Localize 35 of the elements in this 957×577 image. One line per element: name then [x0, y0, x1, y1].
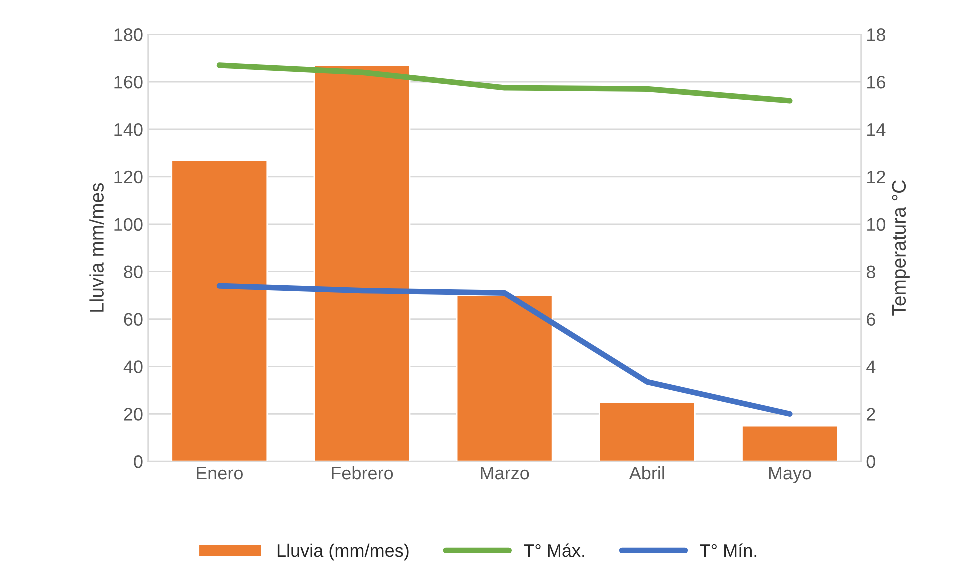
y2-tick-label: 12 — [868, 170, 886, 184]
legend-label: Lluvia (mm/mes) — [278, 544, 409, 561]
y2-tick-label: 8 — [866, 266, 876, 279]
y2-tick-label: 2 — [867, 408, 876, 421]
y-tick-label: 160 — [114, 76, 143, 89]
y2-tick-label: 10 — [868, 218, 886, 232]
y2-tick-label: 0 — [866, 456, 876, 468]
x-tick-label: Abril — [629, 466, 664, 480]
y-tick-label: 100 — [114, 218, 143, 232]
y-tick-label: 80 — [124, 266, 143, 279]
x-tick-label: Mayo — [769, 467, 812, 484]
x-tick-label: Enero — [197, 467, 243, 480]
bar — [171, 160, 268, 462]
y-tick-label: 180 — [114, 28, 143, 42]
bar — [742, 425, 838, 462]
legend-label: T° Mín. — [700, 544, 757, 558]
y2-tick-label: 16 — [868, 76, 886, 89]
x-tick-label: Marzo — [481, 467, 530, 480]
y-tick-label: 140 — [114, 123, 143, 136]
y2-tick-label: 6 — [867, 313, 876, 326]
legend-label: T° Máx. — [524, 544, 584, 558]
y-axis-title: Lluvia mm/mes — [90, 183, 104, 312]
y2-axis-title: Temperatura °C — [892, 180, 910, 316]
y-tick-label: 40 — [124, 360, 143, 374]
y-tick-label: 20 — [124, 408, 143, 421]
y2-tick-label: 18 — [868, 28, 886, 42]
bar — [456, 294, 554, 462]
bar — [598, 402, 696, 462]
y-tick-label: 0 — [134, 456, 143, 468]
y-tick-label: 60 — [124, 313, 143, 326]
y2-tick-label: 4 — [866, 360, 876, 374]
x-tick-label: Febrero — [332, 466, 394, 480]
bar — [314, 64, 411, 462]
y-tick-label: 120 — [114, 170, 143, 184]
y2-tick-label: 14 — [868, 124, 886, 136]
